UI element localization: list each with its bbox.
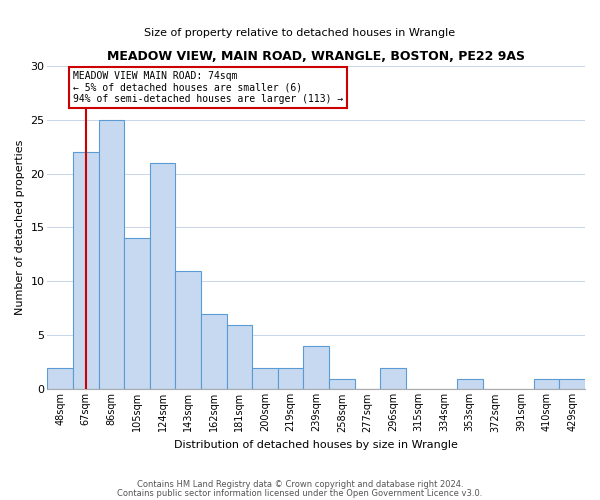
Text: Contains HM Land Registry data © Crown copyright and database right 2024.: Contains HM Land Registry data © Crown c… (137, 480, 463, 489)
Text: Contains public sector information licensed under the Open Government Licence v3: Contains public sector information licen… (118, 489, 482, 498)
Bar (304, 346, 329, 390)
Bar (175, 270, 201, 390)
Bar (124, 238, 150, 390)
Bar (329, 378, 355, 390)
Bar (47, 368, 73, 390)
Bar (278, 368, 304, 390)
Bar (201, 314, 227, 390)
Text: Size of property relative to detached houses in Wrangle: Size of property relative to detached ho… (145, 28, 455, 38)
Bar (252, 368, 278, 390)
Bar (227, 324, 252, 390)
X-axis label: Distribution of detached houses by size in Wrangle: Distribution of detached houses by size … (174, 440, 458, 450)
Bar (534, 378, 559, 390)
Bar (380, 368, 406, 390)
Bar (559, 378, 585, 390)
Bar (98, 120, 124, 390)
Bar (457, 378, 482, 390)
Bar (150, 162, 175, 390)
Title: MEADOW VIEW, MAIN ROAD, WRANGLE, BOSTON, PE22 9AS: MEADOW VIEW, MAIN ROAD, WRANGLE, BOSTON,… (107, 50, 525, 63)
Text: MEADOW VIEW MAIN ROAD: 74sqm
← 5% of detached houses are smaller (6)
94% of semi: MEADOW VIEW MAIN ROAD: 74sqm ← 5% of det… (73, 71, 343, 104)
Bar (73, 152, 98, 390)
Y-axis label: Number of detached properties: Number of detached properties (15, 140, 25, 315)
